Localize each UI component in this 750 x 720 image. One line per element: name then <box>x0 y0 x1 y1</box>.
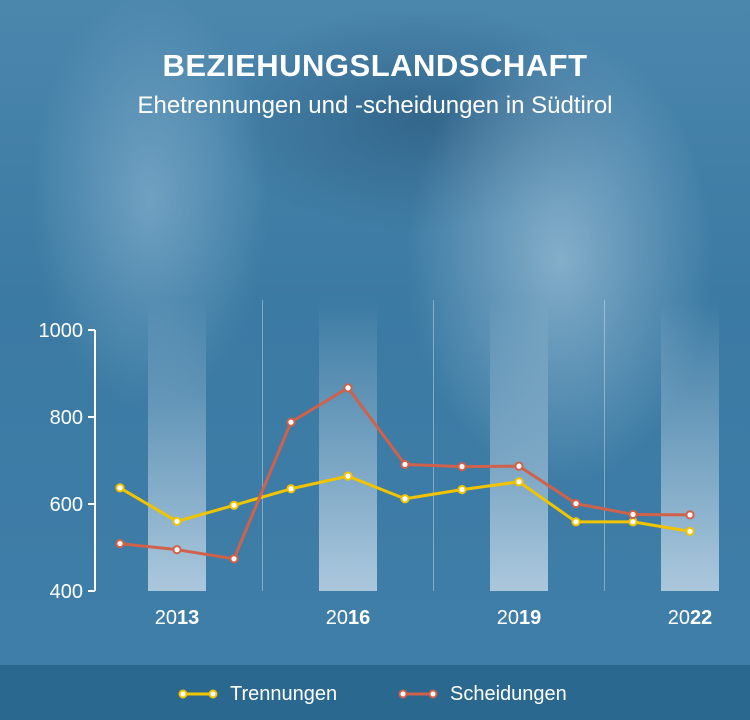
year-band-2022 <box>661 300 719 591</box>
data-point-trennungen <box>172 516 182 527</box>
legend-item-scheidungen: Scheidungen <box>396 682 567 706</box>
data-point-trennungen <box>457 485 467 495</box>
chart-axes <box>88 329 96 592</box>
line-chart: 400 600 800 1000 2013 2016 2019 2022 <box>39 300 719 629</box>
legend-item-trennungen: Trennungen <box>176 682 337 706</box>
year-band-2016 <box>319 300 377 591</box>
data-point-scheidungen <box>229 554 239 564</box>
year-band-2019 <box>490 300 548 591</box>
chart-subtitle: Ehetrennungen und -scheidungen in Südtir… <box>137 92 613 119</box>
legend-swatch-trennungen <box>178 689 218 699</box>
x-tick-label: 2013 <box>155 607 200 629</box>
legend-label-scheidungen: Scheidungen <box>450 682 567 705</box>
legend-marker-trennungen <box>178 689 188 699</box>
legend-bar <box>0 665 750 720</box>
tick-labels: 400 600 800 1000 2013 2016 2019 2022 <box>39 320 713 629</box>
data-point-scheidungen <box>172 545 182 555</box>
year-band-2013 <box>148 300 206 591</box>
legend-marker-scheidungen <box>428 689 438 699</box>
data-point-scheidungen <box>286 417 296 427</box>
data-point-scheidungen <box>457 461 467 472</box>
data-point-scheidungen <box>514 461 524 471</box>
legend-swatch-scheidungen <box>398 689 438 699</box>
legend-marker-trennungen <box>208 689 218 699</box>
chart-title: BEZIEHUNGSLANDSCHAFT <box>162 48 588 83</box>
data-point-trennungen <box>229 500 239 510</box>
year-bands <box>148 300 719 591</box>
x-tick-label: 2016 <box>326 607 371 629</box>
data-point-trennungen <box>286 484 296 494</box>
legend-marker-scheidungen <box>398 689 408 699</box>
data-point-scheidungen <box>628 509 638 520</box>
legend-label-trennungen: Trennungen <box>230 682 338 705</box>
data-point-trennungen <box>571 517 581 527</box>
data-point-trennungen <box>628 517 638 527</box>
x-tick-label: 2022 <box>668 607 713 629</box>
data-point-trennungen <box>115 483 125 493</box>
data-point-trennungen <box>514 477 524 487</box>
data-point-trennungen <box>685 526 695 537</box>
data-point-scheidungen <box>343 383 353 393</box>
data-point-scheidungen <box>571 498 581 509</box>
y-tick-label: 1000 <box>39 320 84 342</box>
data-point-trennungen <box>400 494 410 504</box>
data-point-trennungen <box>343 471 353 481</box>
chart-series <box>115 383 695 564</box>
y-tick-label: 800 <box>50 407 83 429</box>
data-point-scheidungen <box>685 510 695 520</box>
data-point-scheidungen <box>115 538 125 549</box>
y-tick-label: 600 <box>50 494 83 516</box>
data-point-scheidungen <box>400 459 410 470</box>
y-tick-label: 400 <box>50 581 83 603</box>
x-tick-label: 2019 <box>497 607 542 629</box>
